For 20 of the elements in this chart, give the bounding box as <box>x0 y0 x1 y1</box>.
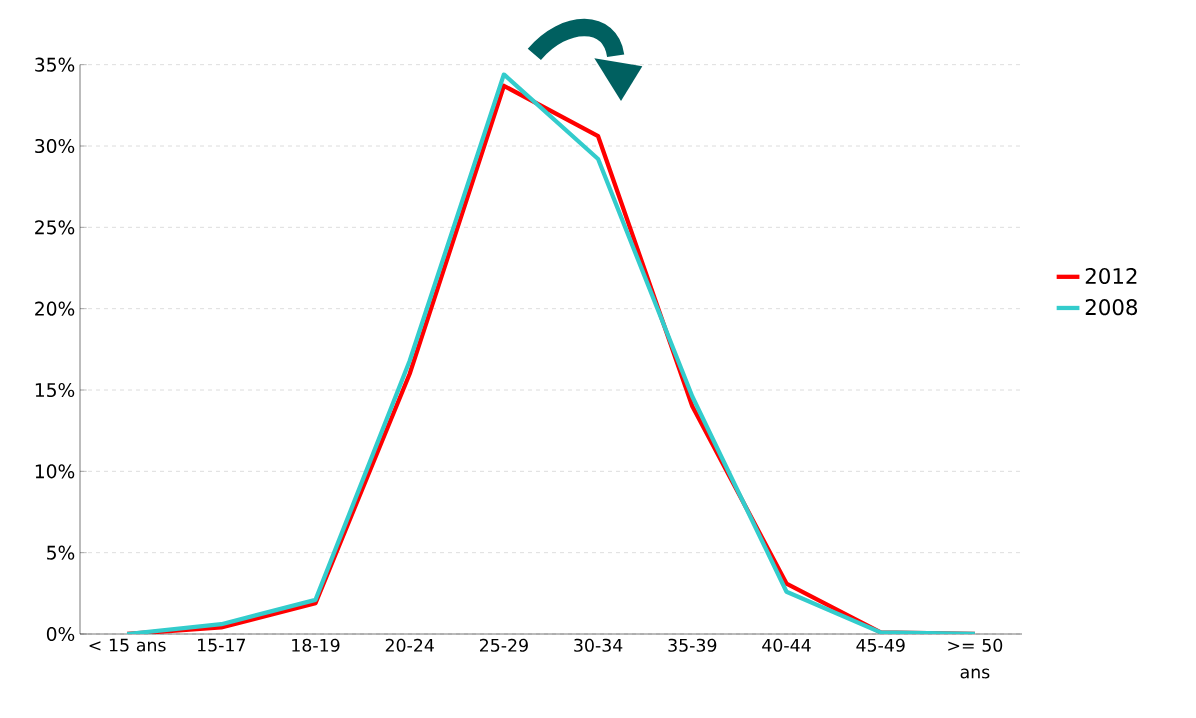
y-tick-label: 0% <box>46 626 75 642</box>
legend-label: 2008 <box>1085 299 1138 316</box>
y-tick-label: 20% <box>35 301 75 316</box>
legend-label: 2012 <box>1085 267 1137 285</box>
x-tick-label: 40-44 <box>762 638 811 652</box>
y-tick-label: 10% <box>35 464 75 479</box>
x-tick-label: 20-24 <box>385 638 434 652</box>
x-tick-label: 25-29 <box>480 638 528 652</box>
x-tick-label: < 15 ans <box>89 638 166 652</box>
x-tick-label: 35-39 <box>668 638 717 652</box>
y-tick-label: 30% <box>35 138 75 154</box>
x-tick-label: 30-34 <box>574 638 623 652</box>
y-tick-label: 25% <box>35 220 75 235</box>
x-tick-label: >= 50 ans <box>948 638 1003 679</box>
x-tick-label: 45-49 <box>856 638 905 652</box>
y-tick-label: 5% <box>47 545 75 560</box>
y-tick-label: 35% <box>35 57 75 72</box>
y-tick-label: 15% <box>35 382 75 398</box>
x-tick-label: 15-17 <box>198 638 245 652</box>
x-tick-label: 18-19 <box>292 638 340 652</box>
